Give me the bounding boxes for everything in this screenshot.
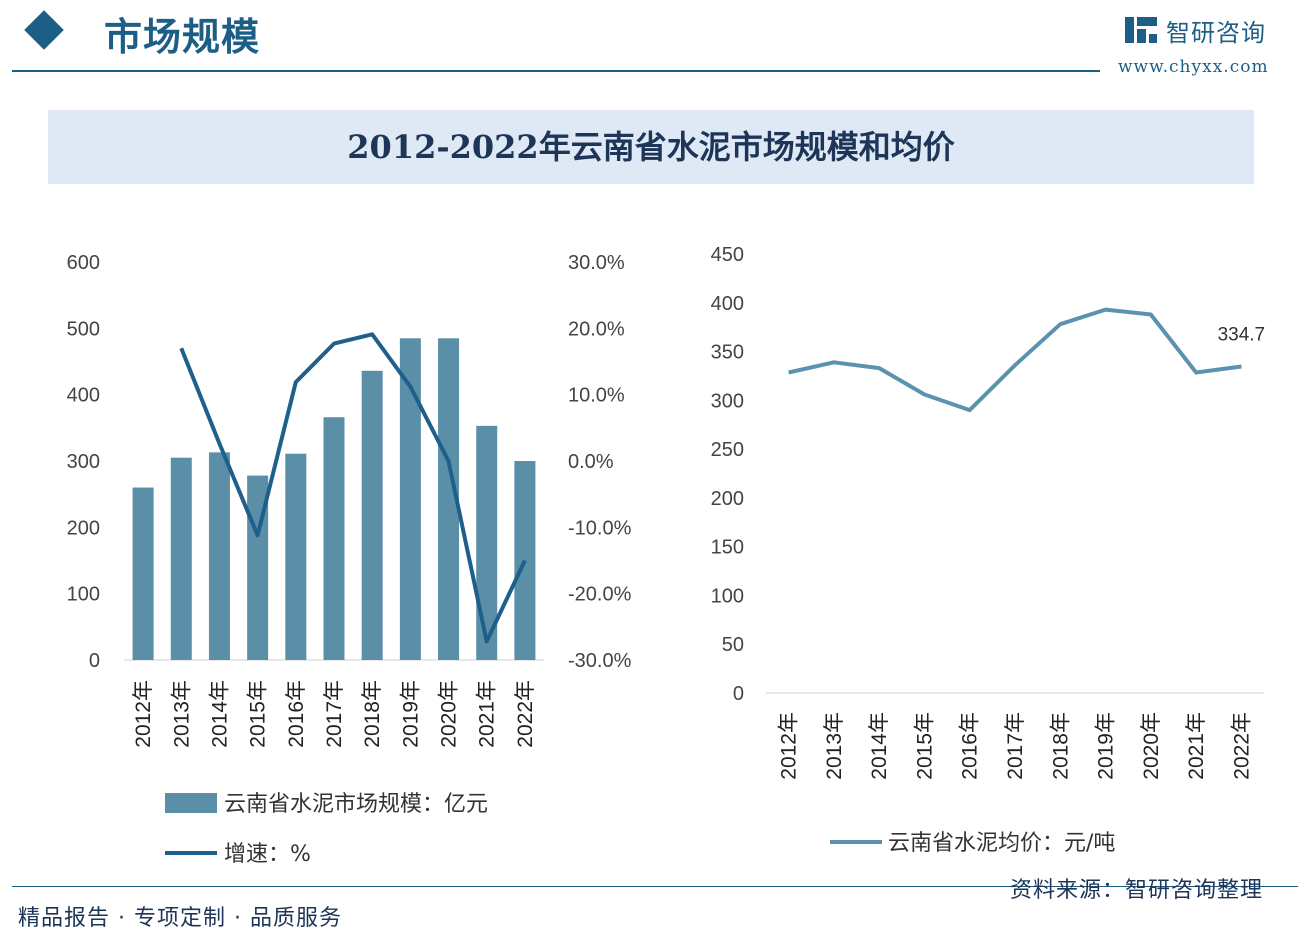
brand: 智研咨询 [1124,14,1266,47]
x-tick-label: 2021年 [1185,712,1208,780]
y-tick-right: -20.0% [568,584,632,606]
footer-slogan: 精品报告 · 专项定制 · 品质服务 [18,906,342,931]
y-tick-right: -30.0% [568,650,632,672]
title-banner: 2012-2022年云南省水泥市场规模和均价 [48,110,1254,184]
bar [208,452,230,660]
y-tick: 150 [711,537,744,559]
y-tick-right: 20.0% [568,318,625,340]
data-label: 334.7 [1218,324,1266,345]
y-tick-right: 0.0% [568,451,614,473]
y-tick-right: -10.0% [568,517,632,539]
y-tick-right: 30.0% [568,252,625,274]
brand-name: 智研咨询 [1166,18,1266,47]
page-title: 市场规模 [104,14,261,59]
bar [476,425,498,660]
y-tick-left: 500 [67,318,100,340]
x-tick-label: 2018年 [1049,712,1072,780]
bar [438,338,460,660]
brand-url: www.chyxx.com [1118,57,1269,77]
x-tick-label: 2017年 [1004,712,1027,780]
x-tick-label: 2013年 [170,680,193,748]
x-tick-label: 2022年 [514,680,537,748]
y-tick: 400 [711,293,744,315]
chart-market-size: 0 100 200 300 400 500 600 -30.0% -20.0% -10.0% 0.0… [67,252,632,867]
bar [285,453,307,660]
y-tick-left: 600 [67,252,100,274]
x-tick-label: 2018年 [361,680,384,748]
bar [170,457,192,660]
y-tick: 100 [711,585,744,607]
y-tick: 200 [711,488,744,510]
y-tick: 250 [711,439,744,461]
x-tick-label: 2015年 [247,680,270,748]
footer-source: 资料来源：智研咨询整理 [1010,878,1264,903]
x-tick-label: 2022年 [1230,712,1253,780]
x-tick-label: 2013年 [823,712,846,780]
y-tick: 450 [711,244,744,266]
legend-label-bar: 云南省水泥市场规模：亿元 [224,792,488,817]
y-tick: 350 [711,342,744,364]
growth-line [179,332,527,644]
x-tick-label: 2014年 [868,712,891,780]
y-tick-left: 400 [67,385,100,407]
footer-divider [12,886,1298,887]
y-tick-right: 10.0% [568,385,625,407]
bar [132,487,154,660]
bar [361,370,383,660]
x-tick-label: 2014年 [208,680,231,748]
bar [323,417,345,660]
x-tick-label: 2012年 [132,680,155,748]
y-tick-left: 200 [67,517,100,539]
bar [514,461,536,660]
chart-title: 2012-2022年云南省水泥市场规模和均价 [347,128,955,166]
brand-logo-icon [1125,17,1157,43]
y-tick: 0 [733,683,744,705]
chart-average-price: 0 50 100 150 200 250 300 350 400 450 334.7 2012年 201… [711,244,1266,856]
legend-swatch-bar [165,793,217,813]
x-tick-label: 2016年 [959,712,982,780]
legend-label: 云南省水泥均价：元/吨 [888,831,1115,856]
x-tick-label: 2020年 [438,680,461,748]
y-tick-left: 100 [67,584,100,606]
x-tick-label: 2019年 [399,680,422,748]
x-tick-label: 2019年 [1095,712,1118,780]
bar [399,338,421,660]
price-line [788,307,1242,413]
x-tick-label: 2015年 [913,712,936,780]
header-divider [12,70,1100,72]
y-tick: 50 [722,634,744,656]
y-tick-left: 0 [89,650,100,672]
x-tick-label: 2020年 [1140,712,1163,780]
x-tick-label: 2017年 [323,680,346,748]
x-tick-label: 2016年 [285,680,308,748]
x-tick-label: 2021年 [476,680,499,748]
y-tick: 300 [711,390,744,412]
x-tick-label: 2012年 [778,712,801,780]
legend-label-line: 增速：% [224,842,311,867]
y-tick-left: 300 [67,451,100,473]
